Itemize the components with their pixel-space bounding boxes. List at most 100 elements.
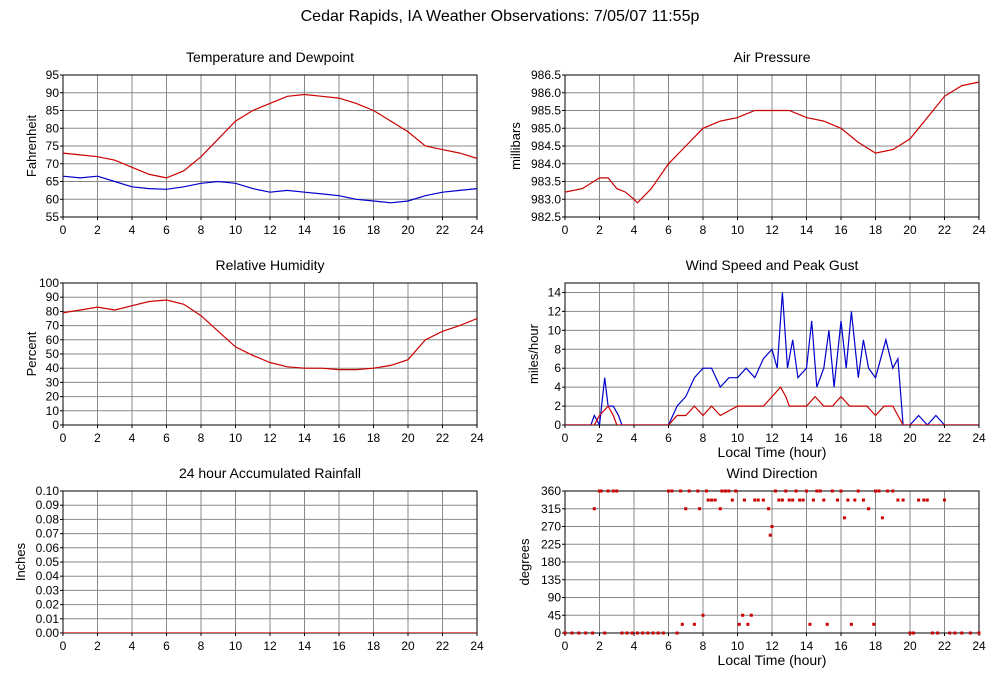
direction-point xyxy=(591,631,595,635)
direction-xtick-label: 4 xyxy=(631,639,638,653)
pressure-xtick-label: 10 xyxy=(731,223,745,237)
wind-ytick-label: 8 xyxy=(554,342,561,356)
rain-xtick-label: 24 xyxy=(470,639,484,653)
direction-point xyxy=(877,489,881,493)
rain-xtick-label: 14 xyxy=(298,639,312,653)
rain-ytick-label: 0.00 xyxy=(36,626,60,640)
page-title: Cedar Rapids, IA Weather Observations: 7… xyxy=(300,8,700,25)
humidity-xtick-label: 6 xyxy=(163,431,170,445)
direction-point xyxy=(794,489,798,493)
temp-ytick-label: 65 xyxy=(46,175,60,189)
direction-point xyxy=(635,631,639,635)
direction-point xyxy=(761,498,765,502)
humidity-ytick-label: 50 xyxy=(46,347,60,361)
humidity-xtick-label: 10 xyxy=(229,431,243,445)
temp-xtick-label: 8 xyxy=(198,223,205,237)
rain-ytick-label: 0.04 xyxy=(36,569,60,583)
pressure-xtick-label: 4 xyxy=(631,223,638,237)
direction-point xyxy=(770,525,774,528)
direction-point xyxy=(742,498,746,502)
direction-point xyxy=(784,489,788,493)
humidity-xtick-label: 12 xyxy=(263,431,277,445)
direction-point xyxy=(839,489,843,493)
humidity-ytick-label: 90 xyxy=(46,290,60,304)
temp-xtick-label: 22 xyxy=(436,223,450,237)
direction-point xyxy=(670,489,674,493)
pressure-ytick-label: 983.5 xyxy=(531,175,561,189)
direction-point xyxy=(720,489,724,493)
pressure-ylabel: millibars xyxy=(508,122,523,170)
temp-xtick-label: 24 xyxy=(470,223,484,237)
humidity-ytick-label: 20 xyxy=(46,390,60,404)
humidity-ytick-label: 0 xyxy=(52,418,59,432)
direction-xtick-label: 6 xyxy=(665,639,672,653)
direction-point xyxy=(687,489,691,493)
wind-xtick-label: 14 xyxy=(800,431,814,445)
wind-ytick-label: 2 xyxy=(554,399,561,413)
temp-ylabel: Fahrenheit xyxy=(24,115,39,178)
wind-xtick-label: 18 xyxy=(869,431,883,445)
pressure-xtick-label: 14 xyxy=(800,223,814,237)
direction-xtick-label: 12 xyxy=(765,639,779,653)
direction-point xyxy=(563,631,567,635)
direction-point xyxy=(723,489,727,493)
humidity-ytick-label: 10 xyxy=(46,404,60,418)
direction-xtick-label: 22 xyxy=(938,639,952,653)
temp-xtick-label: 14 xyxy=(298,223,312,237)
humidity-ytick-label: 60 xyxy=(46,333,60,347)
direction-point xyxy=(780,498,784,502)
direction-point xyxy=(641,631,645,635)
direction-point xyxy=(625,631,629,635)
direction-point xyxy=(777,498,781,502)
pressure-xtick-label: 6 xyxy=(665,223,672,237)
direction-ytick-label: 360 xyxy=(541,484,561,498)
wind-ylabel: miles/hour xyxy=(526,323,541,384)
direction-ytick-label: 225 xyxy=(541,537,561,551)
humidity-xtick-label: 20 xyxy=(401,431,415,445)
temp-series-line-1 xyxy=(63,175,477,204)
rain-xtick-label: 22 xyxy=(436,639,450,653)
direction-point xyxy=(901,498,905,502)
humidity-xtick-label: 22 xyxy=(436,431,450,445)
direction-xtick-label: 18 xyxy=(869,639,883,653)
wind-xtick-label: 6 xyxy=(665,431,672,445)
pressure-ytick-label: 985.5 xyxy=(531,104,561,118)
direction-point xyxy=(661,631,665,635)
direction-point xyxy=(746,622,750,626)
direction-point xyxy=(808,622,812,626)
wind-ytick-label: 12 xyxy=(548,304,562,318)
direction-point xyxy=(651,631,655,635)
pressure-xtick-label: 12 xyxy=(765,223,779,237)
direction-point xyxy=(684,507,688,511)
temp-ytick-label: 75 xyxy=(46,139,60,153)
temp-xtick-label: 4 xyxy=(129,223,136,237)
direction-point xyxy=(922,498,926,502)
pressure-ytick-label: 986.0 xyxy=(531,86,561,100)
humidity-title: Relative Humidity xyxy=(216,257,325,273)
direction-point xyxy=(925,498,929,502)
direction-ytick-label: 45 xyxy=(548,608,562,622)
temp-xtick-label: 2 xyxy=(94,223,101,237)
wind-series-line-1 xyxy=(565,386,979,425)
direction-point xyxy=(701,613,705,617)
direction-point xyxy=(667,489,670,493)
direction-point xyxy=(767,507,771,511)
rain-xtick-label: 12 xyxy=(263,639,277,653)
rain-xtick-label: 18 xyxy=(367,639,381,653)
rain-xtick-label: 8 xyxy=(198,639,205,653)
direction-point xyxy=(741,613,745,617)
direction-point xyxy=(734,489,738,493)
wind-xtick-label: 12 xyxy=(765,431,779,445)
direction-point xyxy=(818,489,822,493)
direction-point xyxy=(603,631,607,635)
wind-xtick-label: 24 xyxy=(972,431,986,445)
direction-point xyxy=(620,631,624,635)
direction-title: Wind Direction xyxy=(726,465,817,481)
direction-point xyxy=(718,507,722,511)
wind-xtick-label: 16 xyxy=(834,431,848,445)
direction-point xyxy=(749,613,753,617)
